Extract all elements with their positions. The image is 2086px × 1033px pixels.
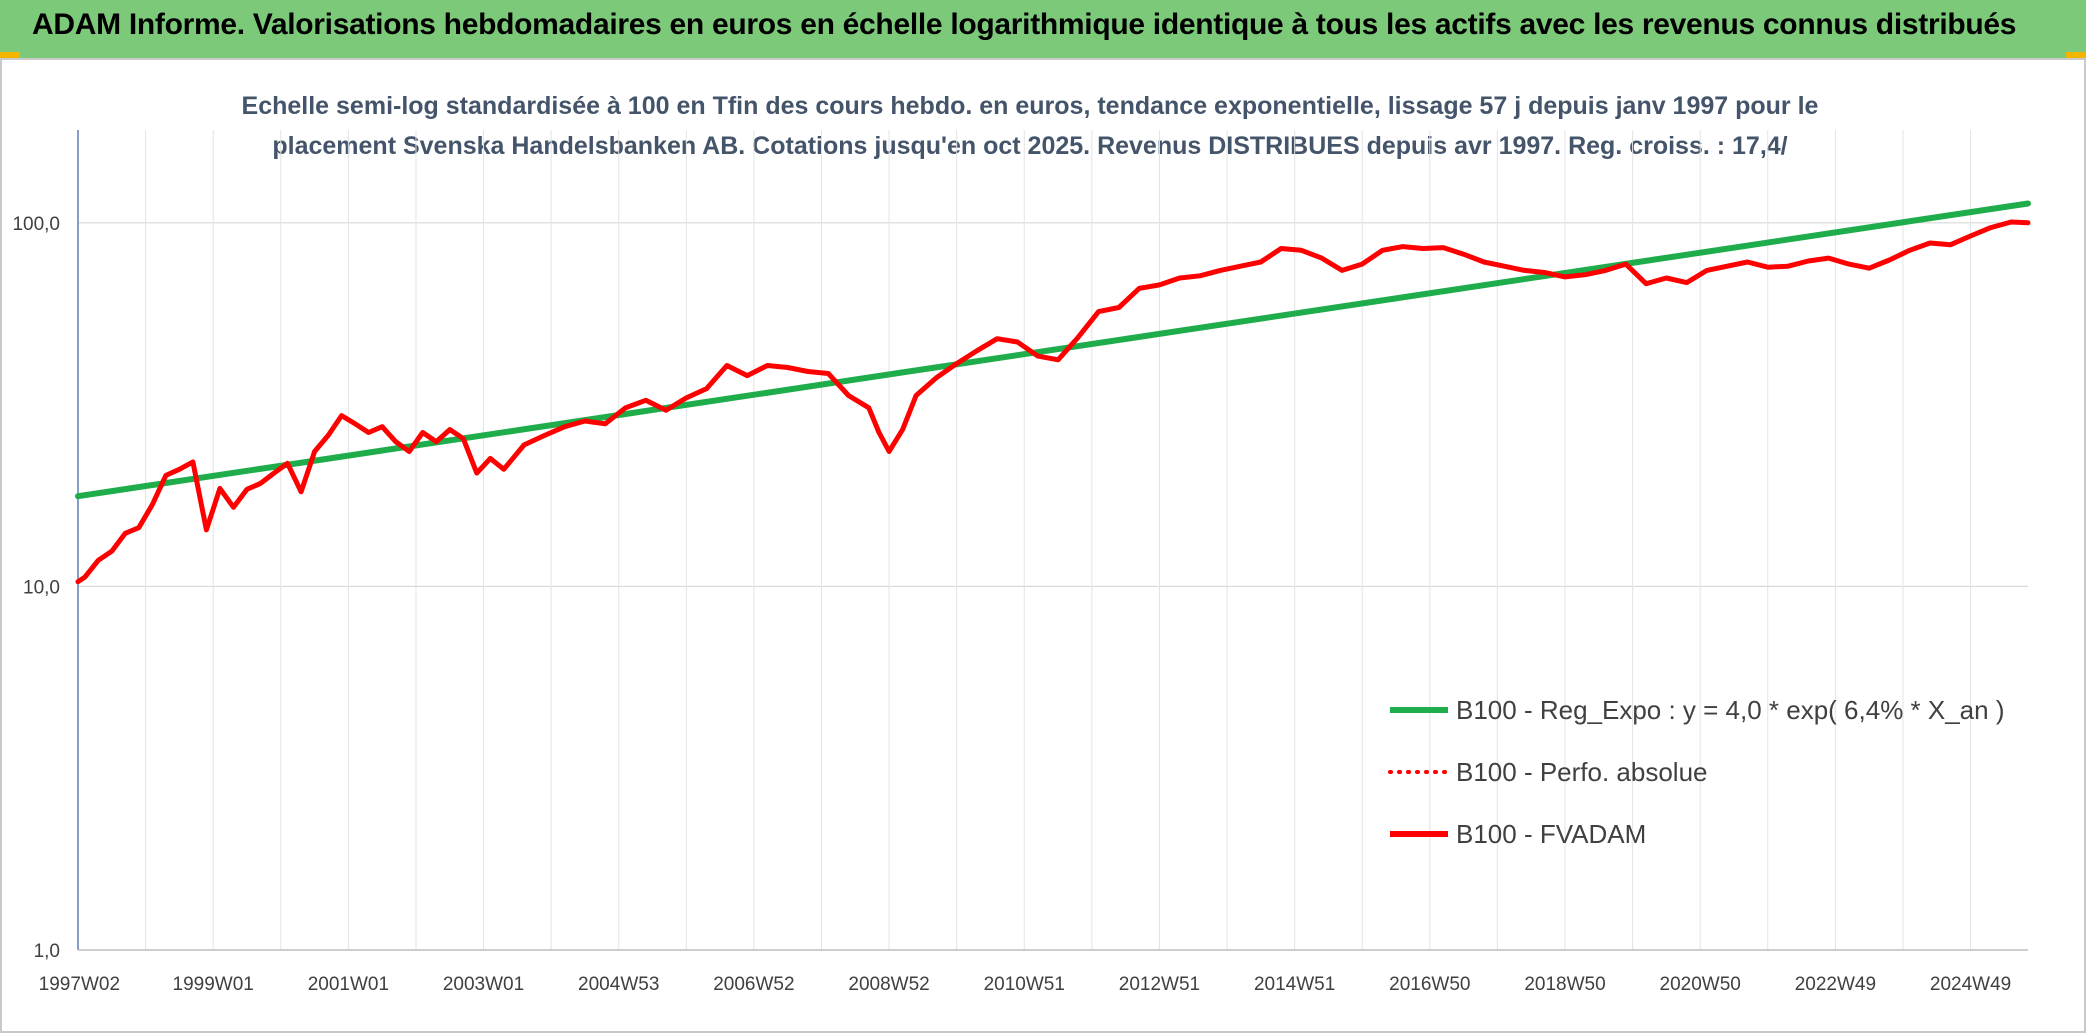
x-tick-label: 2016W50 bbox=[1389, 974, 1470, 995]
x-tick-label: 2012W51 bbox=[1119, 974, 1200, 995]
x-tick-label: 2004W53 bbox=[578, 974, 659, 995]
x-tick-label: 1999W01 bbox=[173, 974, 254, 995]
x-tick-label: 1997W02 bbox=[39, 974, 120, 995]
chart-frame bbox=[0, 58, 2086, 1033]
x-tick-label: 2024W49 bbox=[1930, 974, 2011, 995]
grid-lines bbox=[77, 130, 2028, 951]
x-tick-label: 2008W52 bbox=[848, 974, 929, 995]
legend-label: B100 - FVADAM bbox=[1456, 819, 1646, 849]
legend-label: B100 - Reg_Expo : y = 4,0 * exp( 6,4% * … bbox=[1456, 695, 2005, 725]
x-tick-label: 2006W52 bbox=[713, 974, 794, 995]
series-line-2 bbox=[75, 219, 2031, 585]
legend: B100 - Reg_Expo : y = 4,0 * exp( 6,4% * … bbox=[1388, 695, 2005, 849]
y-tick-label: 100,0 bbox=[12, 214, 60, 235]
legend-label: B100 - Perfo. absolue bbox=[1456, 757, 1708, 787]
y-tick-label: 1,0 bbox=[34, 941, 60, 962]
x-tick-label: 2003W01 bbox=[443, 974, 524, 995]
x-tick-label: 2001W01 bbox=[308, 974, 389, 995]
x-tick-label: 2018W50 bbox=[1524, 974, 1605, 995]
chart-subtitle: Echelle semi-log standardisée à 100 en T… bbox=[160, 86, 1900, 166]
series-line-0 bbox=[75, 200, 2031, 500]
x-tick-label: 2010W51 bbox=[984, 974, 1065, 995]
report-title: ADAM Informe. Valorisations hebdomadaire… bbox=[32, 8, 2017, 41]
axes: 1,0 10,0 100,0 1997W02 1999W01 2001W01 2003W01… bbox=[12, 130, 2028, 995]
chart-subtitle-line-2: placement Svenska Handelsbanken AB. Cota… bbox=[272, 132, 1788, 160]
x-tick-label: 2020W50 bbox=[1660, 974, 1741, 995]
header-bar: ADAM Informe. Valorisations hebdomadaire… bbox=[0, 0, 2086, 58]
x-tick-label: 2014W51 bbox=[1254, 974, 1335, 995]
x-tick-label: 2022W49 bbox=[1795, 974, 1876, 995]
series-lines bbox=[75, 200, 2031, 585]
chart-subtitle-line-1: Echelle semi-log standardisée à 100 en T… bbox=[241, 92, 1819, 120]
y-tick-label: 10,0 bbox=[23, 577, 60, 598]
